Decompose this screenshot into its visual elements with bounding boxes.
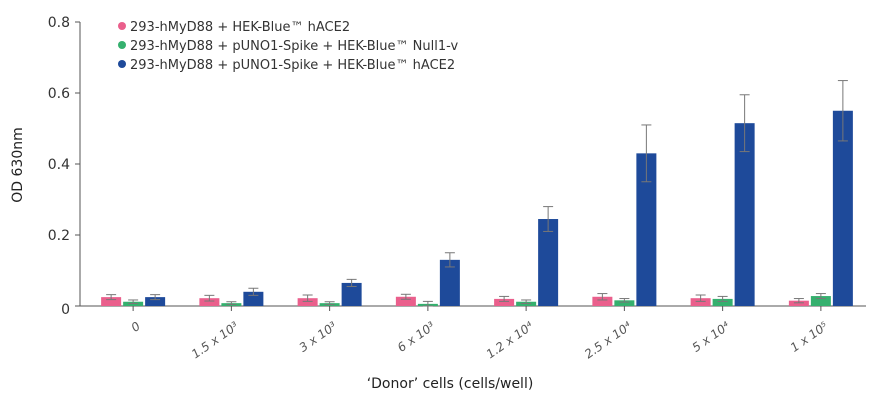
x-tick-label: 5 x 10⁴ xyxy=(690,319,733,355)
bar xyxy=(734,123,755,306)
bar xyxy=(614,300,635,306)
legend-marker xyxy=(118,22,126,30)
bar xyxy=(832,110,853,306)
legend-marker xyxy=(118,41,126,49)
x-tick-label: 6 x 10³ xyxy=(395,319,438,355)
x-tick-label: 0 xyxy=(129,319,144,335)
y-tick-label: 0.8 xyxy=(48,15,70,31)
x-tick-label: 1.5 x 10³ xyxy=(189,319,241,361)
legend-label: 293-hMyD88 + HEK-Blue™ hACE2 xyxy=(130,20,350,35)
x-tick-label: 1 x 10⁵ xyxy=(788,319,831,355)
bar xyxy=(810,296,831,306)
legend-label: 293-hMyD88 + pUNO1-Spike + HEK-Blue™ Nul… xyxy=(130,39,458,54)
x-tick-label: 2.5 x 10⁴ xyxy=(582,319,634,361)
bar xyxy=(439,259,460,306)
bar xyxy=(145,297,166,306)
x-tick-label: 1.2 x 10⁴ xyxy=(484,319,536,361)
bar xyxy=(395,296,416,306)
legend-marker xyxy=(118,60,126,68)
bar xyxy=(788,300,809,306)
x-axis-label: ‘Donor’ cells (cells/well) xyxy=(367,376,534,392)
bar xyxy=(538,219,559,306)
bar xyxy=(341,282,362,306)
bar xyxy=(297,298,318,306)
legend-label: 293-hMyD88 + pUNO1-Spike + HEK-Blue™ hAC… xyxy=(130,58,455,73)
y-tick-label: 0 xyxy=(61,302,70,318)
y-axis-label: OD 630nm xyxy=(10,127,26,202)
y-tick-label: 0.2 xyxy=(48,228,70,244)
bar xyxy=(636,153,657,306)
bar xyxy=(494,298,515,306)
bar xyxy=(592,296,613,306)
bar xyxy=(690,298,711,306)
bar xyxy=(199,298,220,306)
bar xyxy=(101,297,122,306)
bar xyxy=(712,298,733,306)
y-tick-label: 0.6 xyxy=(48,86,70,102)
y-tick-label: 0.4 xyxy=(48,157,70,173)
x-tick-label: 3 x 10³ xyxy=(297,319,340,355)
